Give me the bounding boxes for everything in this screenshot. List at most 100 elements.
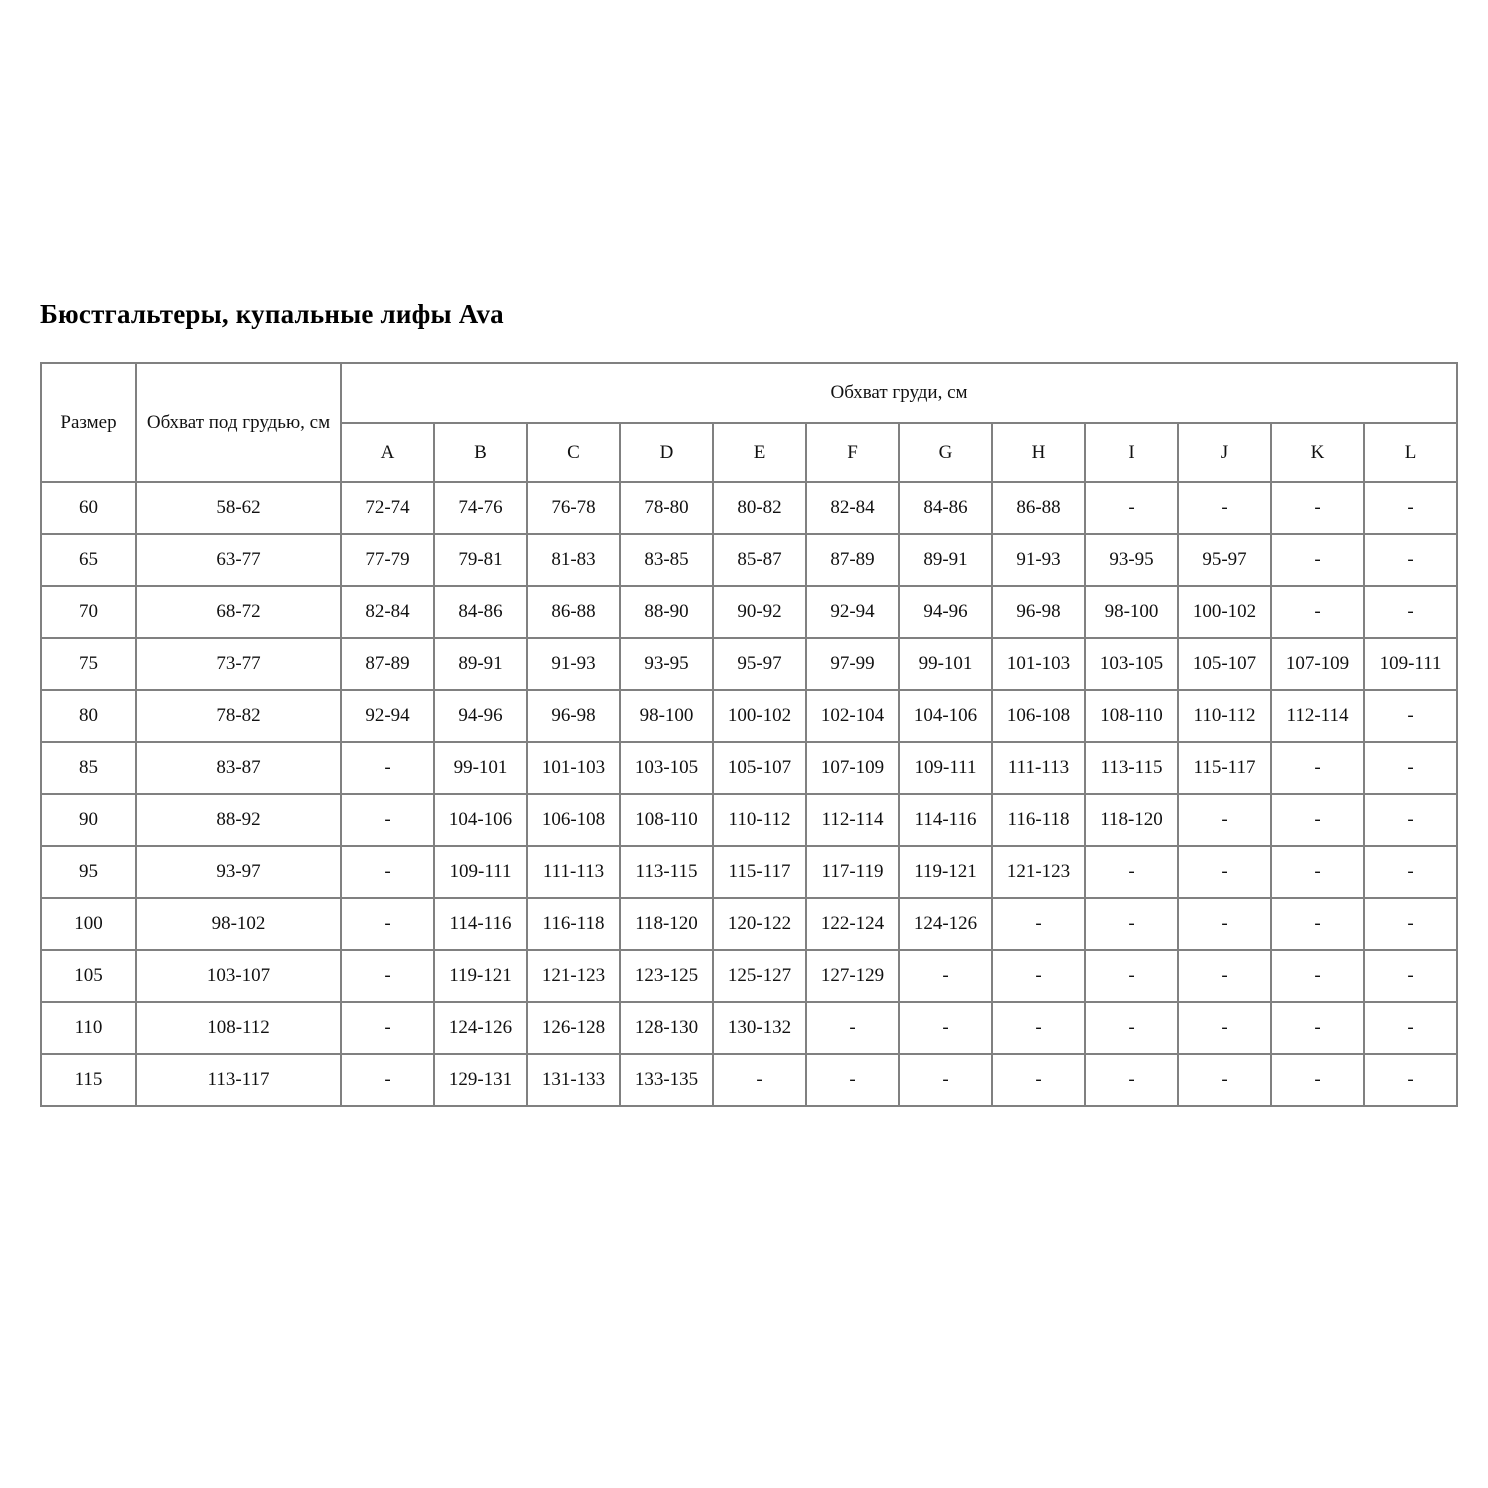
cell-cup-a: 77-79 <box>340 533 435 587</box>
cell-cup-f: 107-109 <box>805 741 900 795</box>
cell-underbust: 108-112 <box>135 1001 342 1055</box>
page-title: Бюстгальтеры, купальные лифы Ava <box>40 299 504 329</box>
header-cup-b: B <box>433 422 528 483</box>
cell-cup-c: 106-108 <box>526 793 621 847</box>
cell-cup-d: 113-115 <box>619 845 714 899</box>
table-row: 80 78-82 92-94 94-96 96-98 98-100 100-10… <box>40 689 1459 743</box>
cell-cup-a: - <box>340 1053 435 1107</box>
cell-cup-h: 86-88 <box>991 481 1086 535</box>
cell-cup-k: - <box>1270 845 1365 899</box>
cell-cup-l: - <box>1362 897 1459 951</box>
cell-size: 80 <box>40 689 137 743</box>
cell-cup-l: - <box>1362 741 1459 795</box>
cell-cup-e: 130-132 <box>712 1001 807 1055</box>
cell-underbust: 63-77 <box>135 533 342 587</box>
cell-cup-b: 119-121 <box>433 949 528 1003</box>
cell-cup-a: - <box>340 1001 435 1055</box>
cell-cup-a: 72-74 <box>340 481 435 535</box>
cell-cup-k: - <box>1270 1001 1365 1055</box>
cell-cup-d: 78-80 <box>619 481 714 535</box>
cell-cup-a: 92-94 <box>340 689 435 743</box>
cell-cup-e: - <box>712 1053 807 1107</box>
header-size: Размер <box>40 362 137 483</box>
cell-cup-j: - <box>1177 845 1272 899</box>
header-cup-h: H <box>991 422 1086 483</box>
cell-cup-f: 92-94 <box>805 585 900 639</box>
cell-underbust: 113-117 <box>135 1053 342 1107</box>
cell-cup-d: 133-135 <box>619 1053 714 1107</box>
cell-cup-c: 131-133 <box>526 1053 621 1107</box>
cell-underbust: 88-92 <box>135 793 342 847</box>
cell-cup-i: - <box>1084 1001 1179 1055</box>
header-cup-f: F <box>805 422 900 483</box>
cell-cup-i: - <box>1084 949 1179 1003</box>
cell-cup-d: 103-105 <box>619 741 714 795</box>
cell-cup-j: - <box>1177 897 1272 951</box>
cell-underbust: 73-77 <box>135 637 342 691</box>
cell-cup-l: - <box>1362 1053 1459 1107</box>
cell-cup-b: 129-131 <box>433 1053 528 1107</box>
cell-size: 90 <box>40 793 137 847</box>
cell-cup-h: - <box>991 1001 1086 1055</box>
cell-cup-e: 115-117 <box>712 845 807 899</box>
cell-cup-f: - <box>805 1053 900 1107</box>
cell-cup-k: 107-109 <box>1270 637 1365 691</box>
table-header: Размер Обхват под грудью, см Обхват груд… <box>40 362 1459 483</box>
cell-underbust: 68-72 <box>135 585 342 639</box>
cell-cup-h: 101-103 <box>991 637 1086 691</box>
cell-cup-i: - <box>1084 481 1179 535</box>
cell-cup-k: - <box>1270 741 1365 795</box>
cell-cup-l: - <box>1362 585 1459 639</box>
cell-cup-j: - <box>1177 1053 1272 1107</box>
cell-cup-k: - <box>1270 533 1365 587</box>
cell-cup-g: 124-126 <box>898 897 993 951</box>
cell-cup-d: 98-100 <box>619 689 714 743</box>
cell-cup-a: - <box>340 741 435 795</box>
cell-cup-g: - <box>898 1053 993 1107</box>
header-cup-a: A <box>340 422 435 483</box>
cell-cup-a: - <box>340 897 435 951</box>
cell-cup-f: 117-119 <box>805 845 900 899</box>
cell-cup-f: - <box>805 1001 900 1055</box>
cell-size: 60 <box>40 481 137 535</box>
cell-cup-k: - <box>1270 481 1365 535</box>
cell-cup-b: 114-116 <box>433 897 528 951</box>
cell-cup-f: 97-99 <box>805 637 900 691</box>
cell-cup-k: - <box>1270 897 1365 951</box>
header-cup-j: J <box>1177 422 1272 483</box>
cell-cup-c: 111-113 <box>526 845 621 899</box>
cell-cup-l: - <box>1362 533 1459 587</box>
size-chart-table: Размер Обхват под грудью, см Обхват груд… <box>40 362 1459 1107</box>
cell-cup-e: 90-92 <box>712 585 807 639</box>
cell-cup-f: 112-114 <box>805 793 900 847</box>
cell-cup-j: 95-97 <box>1177 533 1272 587</box>
cell-cup-c: 86-88 <box>526 585 621 639</box>
cell-cup-j: 115-117 <box>1177 741 1272 795</box>
table-row: 65 63-77 77-79 79-81 81-83 83-85 85-87 8… <box>40 533 1459 587</box>
table-row: 70 68-72 82-84 84-86 86-88 88-90 90-92 9… <box>40 585 1459 639</box>
cell-cup-e: 125-127 <box>712 949 807 1003</box>
cell-cup-h: - <box>991 897 1086 951</box>
cell-cup-c: 81-83 <box>526 533 621 587</box>
cell-cup-b: 124-126 <box>433 1001 528 1055</box>
cell-cup-e: 120-122 <box>712 897 807 951</box>
table-row: 100 98-102 - 114-116 116-118 118-120 120… <box>40 897 1459 951</box>
header-row-cups: A B C D E F G H I J K L <box>41 422 1459 483</box>
table-row: 75 73-77 87-89 89-91 91-93 93-95 95-97 9… <box>40 637 1459 691</box>
header-cup-l: L <box>1362 422 1459 483</box>
header-cup-k: K <box>1270 422 1365 483</box>
header-cup-e: E <box>712 422 807 483</box>
cell-cup-h: 91-93 <box>991 533 1086 587</box>
cell-cup-i: 93-95 <box>1084 533 1179 587</box>
cell-underbust: 98-102 <box>135 897 342 951</box>
cell-cup-k: - <box>1270 585 1365 639</box>
cell-size: 95 <box>40 845 137 899</box>
cell-cup-j: 100-102 <box>1177 585 1272 639</box>
cell-cup-a: - <box>340 793 435 847</box>
cell-cup-c: 76-78 <box>526 481 621 535</box>
cell-cup-h: 111-113 <box>991 741 1086 795</box>
cell-cup-b: 104-106 <box>433 793 528 847</box>
cell-cup-f: 127-129 <box>805 949 900 1003</box>
cell-cup-c: 126-128 <box>526 1001 621 1055</box>
header-bust-group: Обхват груди, см <box>339 362 1459 424</box>
